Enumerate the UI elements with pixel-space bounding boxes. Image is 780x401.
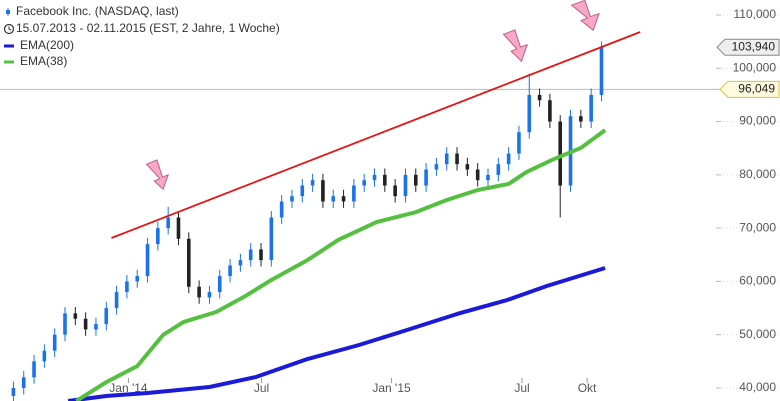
subtitle: 15.07.2013 - 02.11.2015 (EST, 2 Jahre, 1… — [16, 21, 280, 35]
candle-body — [527, 94, 532, 133]
candle-body — [455, 153, 459, 165]
candle-body — [475, 169, 480, 181]
clock-icon — [3, 23, 15, 35]
candle-body — [52, 334, 57, 351]
x-tick-label: Jan '15 — [372, 381, 411, 395]
candle-body — [259, 249, 263, 261]
candle-body — [114, 292, 119, 309]
last-price-label: 103,940 — [732, 39, 776, 53]
candle-body — [393, 185, 397, 197]
candle-body — [279, 201, 284, 218]
arrows — [145, 0, 600, 191]
candle-body — [290, 196, 294, 202]
title: Facebook Inc. (NASDAQ, last) — [16, 4, 179, 18]
candle-body — [579, 116, 583, 122]
candle-body — [589, 94, 593, 122]
candle-body — [300, 185, 305, 197]
y-tick-label: 60,000 — [739, 274, 776, 288]
candle-body — [486, 174, 490, 181]
candle-body — [217, 276, 222, 293]
candle-body — [331, 196, 336, 202]
candle-body — [145, 244, 150, 277]
candle-body — [413, 174, 418, 186]
legend-label: EMA(200) — [20, 38, 74, 52]
candle-body — [94, 324, 98, 330]
ema-line — [67, 266, 606, 401]
candle-body — [197, 286, 201, 298]
reference-label: 96,049 — [738, 81, 775, 95]
candle-body — [383, 174, 387, 186]
candle-body — [207, 292, 212, 298]
candle-body — [166, 217, 170, 229]
candle-body — [73, 313, 78, 319]
candle-body — [321, 180, 325, 202]
candle-body — [310, 180, 315, 186]
candle-body — [548, 100, 552, 122]
candle-body — [156, 228, 160, 245]
legend: Facebook Inc. (NASDAQ, last) 15.07.2013 … — [3, 4, 280, 68]
x-tick-label: Jul — [254, 381, 269, 395]
trend-line — [111, 31, 641, 239]
candle-body — [403, 174, 408, 197]
candle-body — [352, 185, 356, 202]
candle-body — [372, 174, 377, 181]
y-tick-label: 50,000 — [739, 327, 776, 341]
last-price-tag — [716, 38, 780, 56]
legend-label: EMA(38) — [20, 54, 67, 68]
candle-body — [362, 180, 366, 186]
candle-body — [83, 318, 88, 330]
candle-body — [506, 153, 511, 165]
candle-body — [228, 265, 232, 277]
y-tick-label: 100,000 — [733, 60, 777, 74]
candle-body — [42, 350, 47, 362]
candle-body — [63, 313, 67, 335]
candle-body — [135, 276, 140, 282]
y-tick-label: 90,000 — [739, 114, 776, 128]
candle-body — [269, 217, 274, 261]
candle-body — [517, 132, 521, 154]
clock-icon — [8, 26, 12, 31]
candle-body — [537, 94, 542, 101]
candle-body — [176, 217, 181, 239]
y-tick-label: 40,000 — [739, 380, 776, 394]
candle-body — [238, 260, 243, 266]
reference-tag — [719, 80, 780, 98]
x-tick-label: Jul — [514, 381, 529, 395]
legend-icon — [6, 10, 10, 14]
candle-body — [32, 361, 36, 378]
candle-body — [444, 153, 449, 165]
candle-body — [599, 47, 604, 95]
candle-body — [11, 387, 16, 396]
y-tick-label: 80,000 — [739, 167, 776, 181]
candle-body — [21, 377, 26, 388]
y-tick-label: 110,000 — [734, 7, 777, 21]
candle-body — [341, 196, 346, 202]
candle-body — [187, 238, 191, 287]
candle-body — [465, 164, 470, 170]
candle-body — [248, 249, 253, 261]
candle-body — [434, 164, 439, 170]
candle-body — [558, 121, 563, 186]
y-tick-label: 70,000 — [739, 220, 776, 234]
ema-line — [75, 128, 607, 401]
candle-body — [496, 164, 501, 175]
candle-body — [104, 308, 109, 325]
candle-body — [125, 281, 129, 293]
x-tick-label: Okt — [578, 381, 597, 395]
candle-body — [424, 169, 428, 186]
